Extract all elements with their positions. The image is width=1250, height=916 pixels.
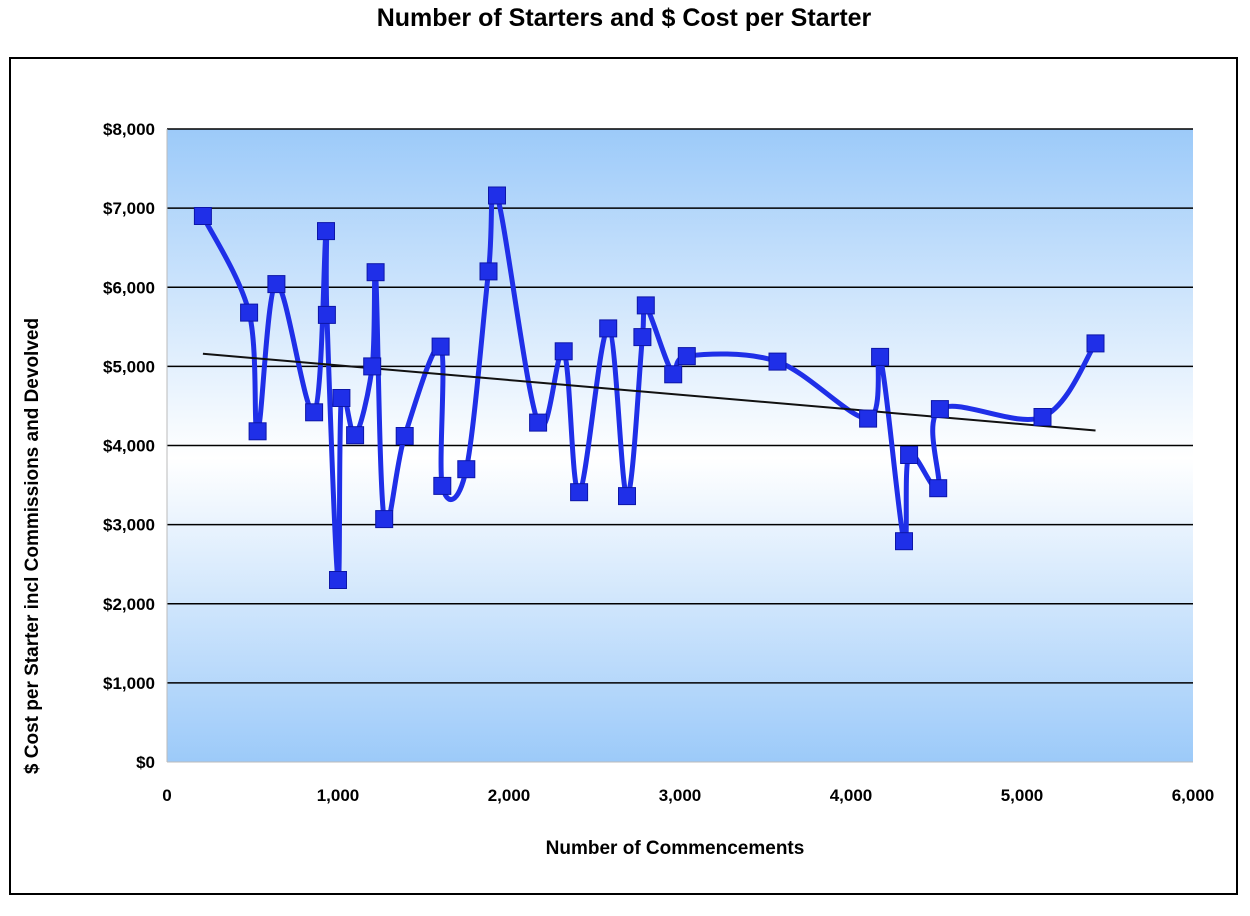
data-point bbox=[900, 446, 919, 464]
data-point bbox=[363, 357, 382, 376]
chart-title: Number of Starters and $ Cost per Starte… bbox=[377, 4, 872, 32]
data-point bbox=[193, 207, 212, 225]
data-point bbox=[267, 275, 286, 294]
data-point bbox=[329, 571, 347, 589]
data-point bbox=[317, 305, 336, 324]
data-point bbox=[859, 409, 878, 428]
data-point bbox=[677, 347, 696, 366]
data-point bbox=[488, 186, 506, 205]
data-point bbox=[395, 427, 414, 445]
data-point bbox=[317, 222, 335, 241]
data-point bbox=[305, 403, 324, 422]
data-point bbox=[375, 510, 394, 529]
data-point bbox=[433, 476, 452, 495]
x-tick-labels: 0 1,000 2,000 3,000 4,000 5,000 6,000 bbox=[162, 786, 1214, 805]
y-axis-label: $ Cost per Starter incl Commissions and … bbox=[22, 318, 43, 774]
data-point bbox=[768, 352, 787, 371]
x-tick-label: 3,000 bbox=[659, 786, 702, 805]
x-tick-label: 4,000 bbox=[830, 786, 873, 805]
data-point bbox=[346, 426, 365, 445]
data-point bbox=[479, 262, 498, 281]
data-point bbox=[332, 389, 351, 407]
data-point bbox=[871, 347, 890, 366]
x-tick-label: 5,000 bbox=[1001, 786, 1044, 805]
y-tick-label: $2,000 bbox=[103, 595, 155, 614]
y-tick-label: $7,000 bbox=[103, 199, 155, 218]
data-point bbox=[431, 337, 450, 356]
data-point bbox=[895, 532, 913, 551]
data-point bbox=[366, 263, 385, 282]
data-point bbox=[457, 460, 476, 479]
data-point bbox=[529, 413, 548, 432]
x-tick-label: 1,000 bbox=[317, 786, 360, 805]
y-tick-label: $5,000 bbox=[103, 357, 155, 376]
x-tick-label: 0 bbox=[162, 786, 171, 805]
data-point bbox=[240, 303, 259, 322]
x-tick-label: 6,000 bbox=[1172, 786, 1215, 805]
y-tick-label: $3,000 bbox=[103, 516, 155, 535]
data-point bbox=[554, 342, 573, 361]
x-axis-label: Number of Commencements bbox=[546, 838, 805, 859]
series-line bbox=[200, 186, 1098, 583]
data-point bbox=[930, 400, 949, 419]
y-tick-labels: $0 $1,000 $2,000 $3,000 $4,000 $5,000 $6,000 $7… bbox=[103, 120, 155, 772]
y-tick-label: $8,000 bbox=[103, 120, 155, 139]
data-point bbox=[633, 328, 652, 347]
data-point bbox=[929, 479, 948, 498]
y-tick-label: $0 bbox=[136, 753, 155, 772]
gridlines bbox=[167, 128, 1193, 684]
x-tick-label: 2,000 bbox=[488, 786, 531, 805]
series-markers bbox=[193, 186, 1105, 589]
y-tick-label: $4,000 bbox=[103, 437, 155, 456]
data-point bbox=[570, 483, 589, 502]
data-point bbox=[664, 365, 683, 384]
y-tick-label: $6,000 bbox=[103, 278, 155, 297]
data-point bbox=[618, 487, 636, 506]
data-point bbox=[636, 296, 655, 315]
data-point bbox=[1033, 408, 1052, 426]
data-point bbox=[248, 422, 267, 441]
data-point bbox=[599, 319, 618, 338]
data-point bbox=[1086, 334, 1105, 353]
y-tick-label: $1,000 bbox=[103, 674, 155, 693]
